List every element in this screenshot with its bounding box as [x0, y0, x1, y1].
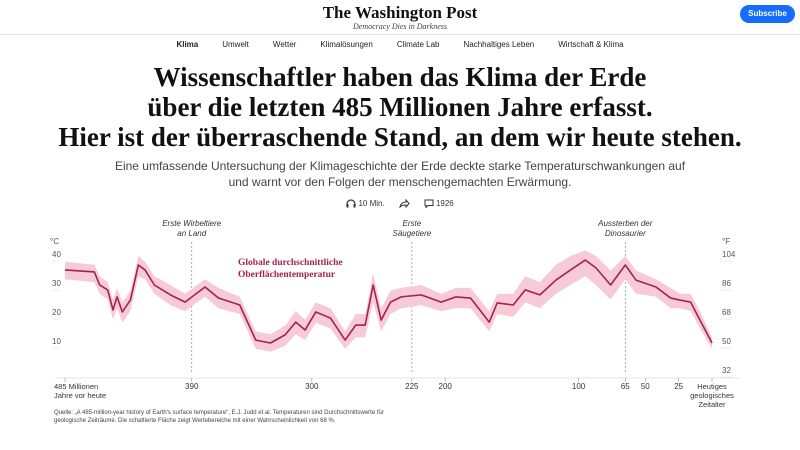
- headline-line: Wissenschaftler haben das Klima der Erde: [153, 62, 647, 92]
- y2-unit: °F: [722, 237, 730, 246]
- x-tick-label: 300: [305, 382, 319, 391]
- dek: Eine umfassende Untersuchung der Klimage…: [0, 158, 800, 190]
- headline-line: Hier ist der überraschende Stand, an dem…: [58, 122, 742, 152]
- annotation-text: an Land: [177, 229, 206, 238]
- y-unit: °C: [50, 237, 59, 246]
- y2-tick-label: 86: [722, 279, 731, 288]
- logo[interactable]: The Washington Post: [322, 3, 478, 22]
- y2-tick-label: 104: [722, 250, 736, 259]
- y-tick-label: 40: [52, 250, 61, 259]
- nav-item[interactable]: Wirtschaft & Klima: [558, 40, 624, 49]
- nav-item[interactable]: Umwelt: [222, 40, 249, 49]
- x-tick-label: 25: [674, 382, 683, 391]
- uncertainty-band: [65, 250, 712, 352]
- x-tick-label: 50: [641, 382, 650, 391]
- y-tick-label: 30: [52, 279, 61, 288]
- annotation-text: Säugetiere: [392, 229, 431, 238]
- nav-item[interactable]: Climate Lab: [396, 40, 440, 49]
- x-tick-label: 225: [405, 382, 419, 391]
- dek-line: Eine umfassende Untersuchung der Klimage…: [114, 159, 686, 173]
- tagline: Democracy Dies in Darkness: [353, 22, 447, 31]
- divider: [0, 34, 800, 35]
- subscribe-button[interactable]: Subscribe: [740, 5, 795, 23]
- comments[interactable]: 1926: [424, 199, 454, 210]
- nav-item[interactable]: Wetter: [272, 40, 297, 49]
- annotation-text: Dinosaurier: [605, 229, 646, 238]
- nav-item[interactable]: Nachhaltiges Leben: [463, 40, 535, 49]
- share[interactable]: [398, 199, 410, 209]
- y2-tick-label: 32: [722, 366, 731, 375]
- nav: Klima Umwelt Wetter Klimalösungen Climate La…: [0, 40, 800, 49]
- meta: 10 Min. 1926: [0, 199, 800, 210]
- dek-line: und warnt vor den Folgen der menschengem…: [228, 175, 572, 189]
- source-note: Quelle: „A 485-million-year history of E…: [54, 410, 384, 424]
- read-time: 10 Min.: [358, 199, 385, 208]
- temperature-line: [64, 259, 713, 344]
- x-tick-label: 100: [572, 382, 586, 391]
- x-tick-label: 485 Millionen Jahre vor heute: [54, 382, 107, 400]
- share-icon: [398, 199, 410, 209]
- x-tick-label: 200: [439, 382, 453, 391]
- series-label: Globale durchschnittliche Oberflächentem…: [238, 258, 343, 280]
- x-tick-label: 390: [185, 382, 199, 391]
- y2-tick-label: 68: [722, 308, 731, 317]
- listen[interactable]: 10 Min.: [346, 199, 385, 208]
- headphones-icon: [346, 199, 356, 208]
- comment-icon: [424, 199, 434, 210]
- annotation-text: Erste: [403, 219, 422, 228]
- annotation-text: Aussterben der: [597, 219, 653, 228]
- y2-tick-label: 50: [722, 337, 731, 346]
- headline: Wissenschaftler haben das Klima der Erde…: [0, 62, 800, 152]
- headline-line: über die letzten 485 Millionen Jahre erf…: [147, 92, 653, 122]
- y-tick-label: 10: [52, 337, 61, 346]
- y-tick-label: 20: [52, 308, 61, 317]
- x-tick-label: 65: [621, 382, 630, 391]
- annotation-text: Erste Wirbeltiere: [162, 219, 222, 228]
- nav-item[interactable]: Klima: [176, 40, 199, 49]
- x-tick-label: Heutiges geologisches Zeitalter: [690, 382, 734, 409]
- nav-item[interactable]: Klimalösungen: [320, 40, 373, 49]
- comment-count: 1926: [435, 199, 454, 208]
